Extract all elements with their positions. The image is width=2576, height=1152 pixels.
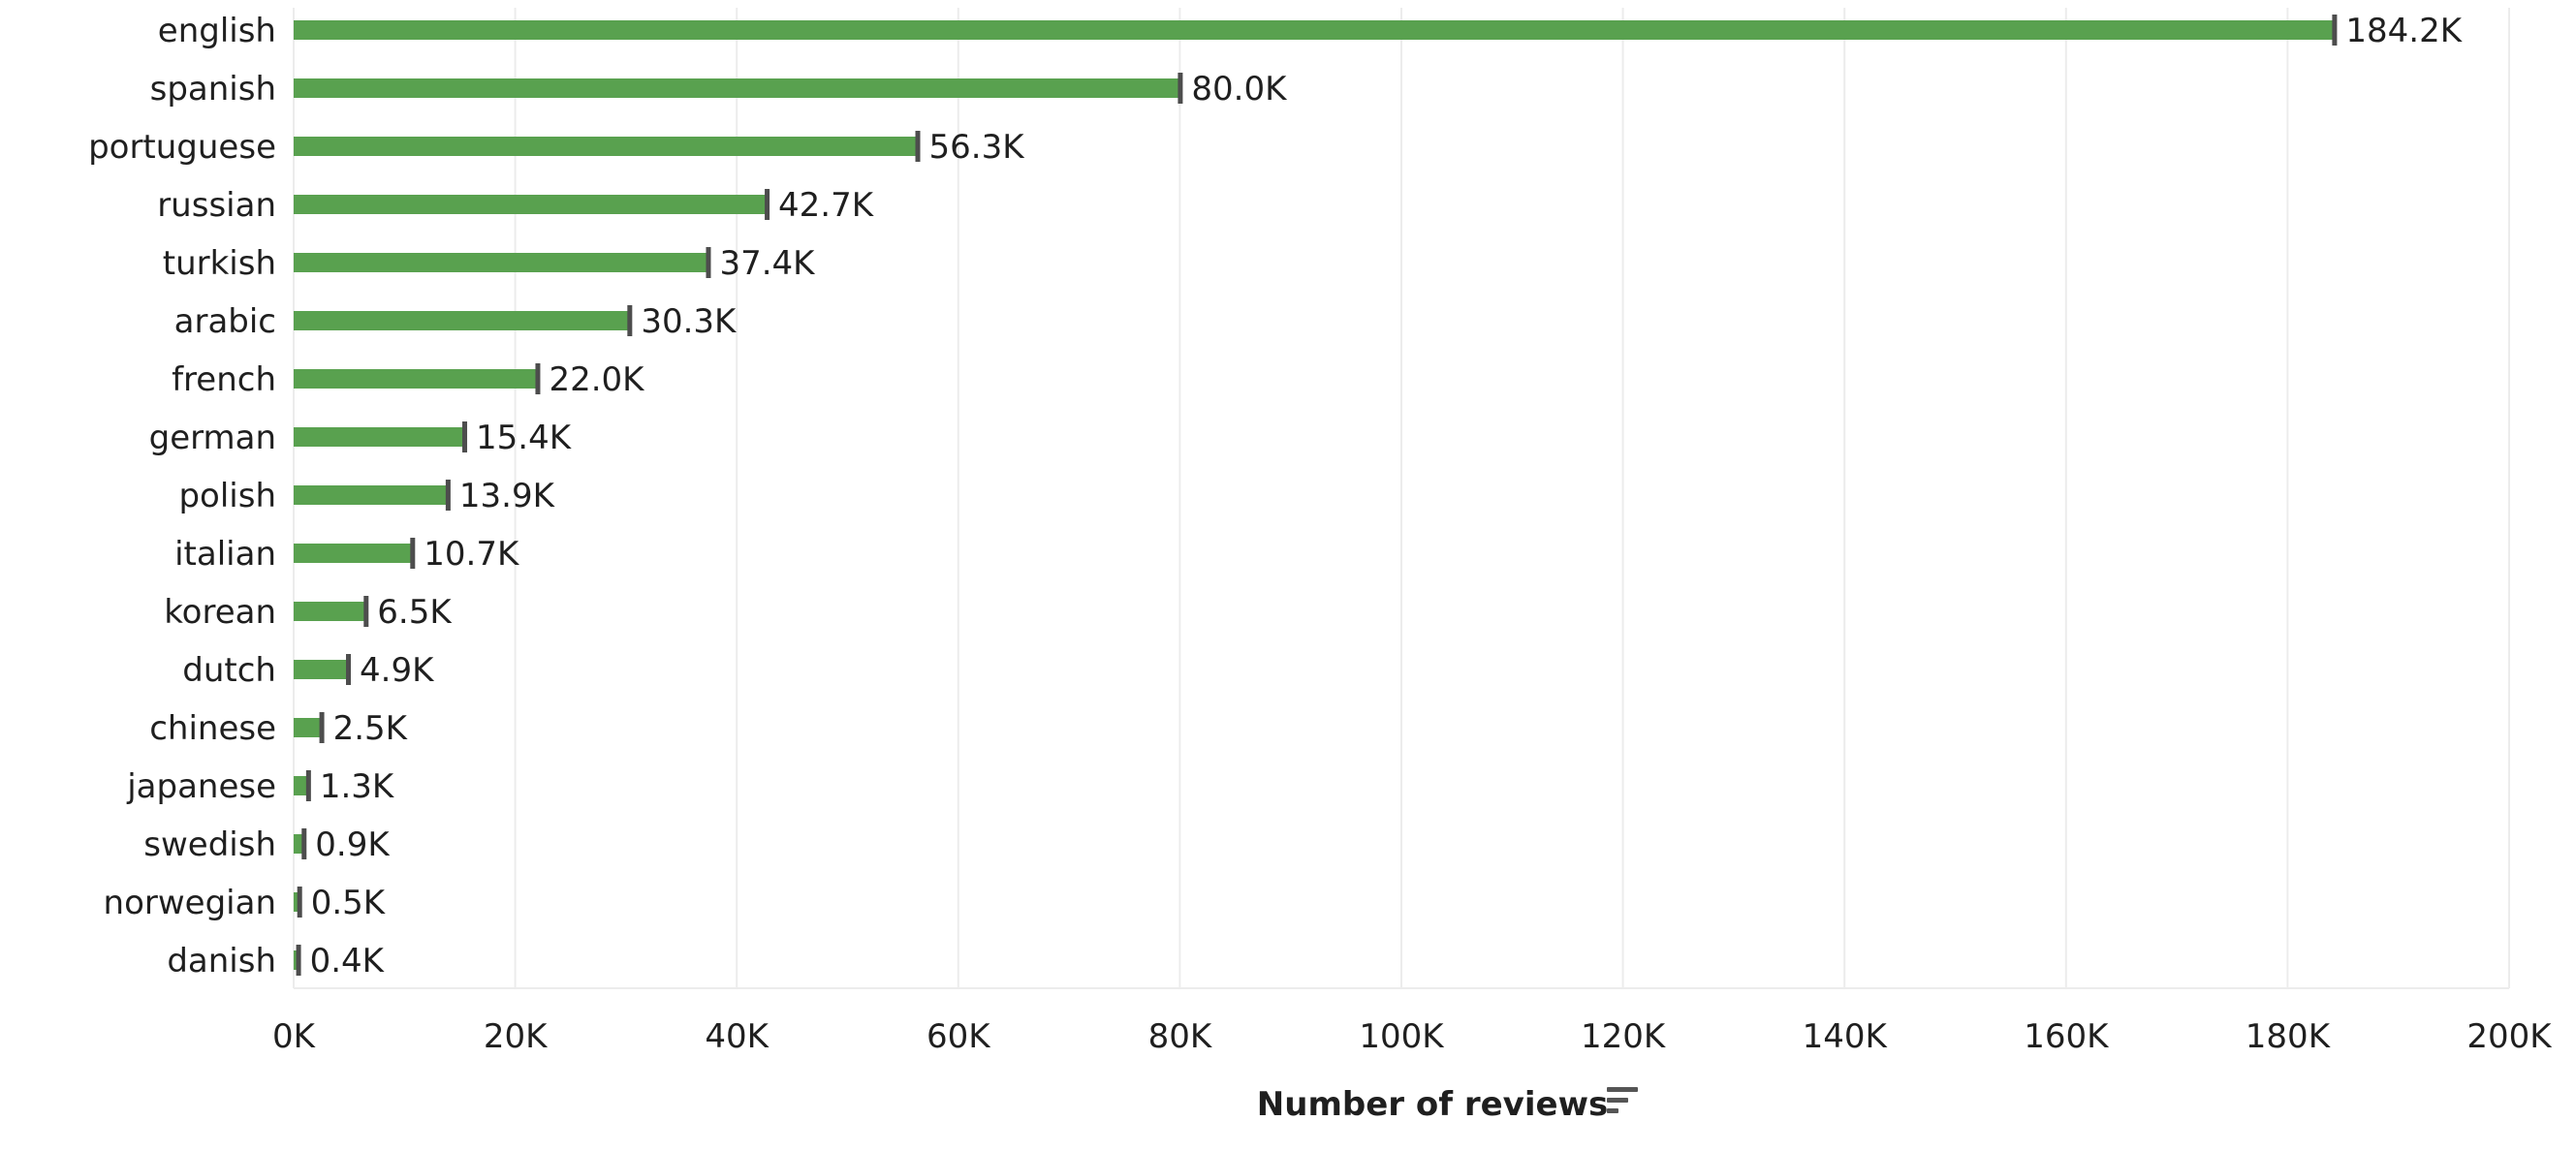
bar-end-marker: [297, 887, 302, 918]
data-label-arabic: 30.3K: [641, 302, 738, 341]
data-label-english: 184.2K: [2345, 12, 2463, 50]
bar-end-marker: [1178, 73, 1183, 104]
sort-icon-line-1: [1607, 1087, 1638, 1092]
data-label-french: 22.0K: [549, 360, 645, 399]
category-label-spanish: spanish: [150, 70, 276, 109]
bar-end-marker: [765, 189, 770, 220]
data-label-portuguese: 56.3K: [929, 128, 1026, 167]
data-label-russian: 42.7K: [778, 186, 875, 225]
data-label-norwegian: 0.5K: [311, 884, 387, 922]
data-label-korean: 6.5K: [377, 593, 453, 632]
bar-russian[interactable]: [294, 195, 768, 214]
data-label-polish: 13.9K: [459, 477, 556, 515]
bar-japanese[interactable]: [294, 776, 308, 795]
bar-end-marker: [2332, 15, 2338, 46]
bar-end-marker: [535, 363, 541, 394]
bar-end-marker: [305, 770, 311, 801]
category-label-polish: polish: [178, 477, 276, 515]
bar-end-marker: [319, 712, 325, 743]
category-label-italian: italian: [174, 535, 276, 574]
bar-turkish[interactable]: [294, 253, 708, 272]
grid-layer: [293, 8, 2510, 989]
data-label-japanese: 1.3K: [320, 767, 395, 806]
x-tick-label: 20K: [484, 1017, 549, 1056]
category-label-norwegian: norwegian: [104, 884, 276, 922]
category-label-french: french: [172, 360, 276, 399]
category-label-korean: korean: [164, 593, 276, 632]
bar-english[interactable]: [294, 20, 2335, 40]
data-label-danish: 0.4K: [310, 942, 386, 981]
bar-spanish[interactable]: [294, 78, 1180, 98]
data-label-dutch: 4.9K: [360, 651, 435, 690]
bar-french[interactable]: [294, 369, 538, 389]
bar-polish[interactable]: [294, 485, 448, 505]
bar-end-marker: [363, 596, 369, 627]
bar-end-marker: [445, 480, 451, 511]
bar-chinese[interactable]: [294, 718, 322, 737]
bar-end-marker: [706, 247, 711, 278]
category-label-chinese: chinese: [149, 709, 276, 748]
x-tick-label: 140K: [1803, 1017, 1889, 1056]
bar-end-marker: [346, 654, 352, 685]
data-label-swedish: 0.9K: [315, 825, 391, 864]
x-tick-label: 40K: [705, 1017, 770, 1056]
bar-portuguese[interactable]: [294, 137, 918, 156]
x-axis-ticks: 0K 20K 40K 60K 80K 100K 120K 140K 160K 180K 200K: [272, 1017, 2553, 1056]
data-label-german: 15.4K: [476, 419, 573, 457]
bar-end-marker: [915, 131, 921, 162]
label-layer: english 184.2K spanish 80.0K portuguese 56.3K…: [88, 12, 2464, 981]
data-label-turkish: 37.4K: [719, 244, 816, 283]
sort-descending-icon[interactable]: [1607, 1087, 1638, 1113]
bar-end-marker: [301, 828, 307, 859]
x-tick-label: 180K: [2246, 1017, 2332, 1056]
data-label-italian: 10.7K: [424, 535, 520, 574]
category-label-english: english: [158, 12, 276, 50]
x-tick-label: 100K: [1359, 1017, 1445, 1056]
bar-german[interactable]: [294, 427, 465, 447]
sort-icon-line-2: [1607, 1098, 1628, 1103]
x-tick-label: 160K: [2024, 1017, 2110, 1056]
bar-end-marker: [296, 945, 301, 976]
x-tick-label: 120K: [1581, 1017, 1667, 1056]
bar-danish[interactable]: [294, 950, 298, 970]
bar-swedish[interactable]: [294, 834, 304, 854]
bar-end-marker: [462, 421, 468, 452]
category-label-danish: danish: [167, 942, 276, 981]
bar-arabic[interactable]: [294, 311, 630, 330]
bar-layer: [294, 15, 2338, 976]
x-tick-label: 0K: [272, 1017, 317, 1056]
category-label-turkish: turkish: [163, 244, 276, 283]
data-label-chinese: 2.5K: [333, 709, 409, 748]
x-tick-label: 60K: [927, 1017, 991, 1056]
category-label-swedish: swedish: [143, 825, 276, 864]
bar-end-marker: [627, 305, 633, 336]
x-tick-label: 200K: [2466, 1017, 2553, 1056]
category-label-portuguese: portuguese: [88, 128, 276, 167]
data-label-spanish: 80.0K: [1191, 70, 1288, 109]
sort-icon-line-3: [1607, 1108, 1618, 1113]
bar-norwegian[interactable]: [294, 892, 299, 912]
bar-dutch[interactable]: [294, 660, 349, 679]
category-label-japanese: japanese: [126, 767, 276, 806]
bar-end-marker: [410, 538, 416, 569]
category-label-german: german: [149, 419, 276, 457]
bar-italian[interactable]: [294, 544, 413, 563]
x-axis-title[interactable]: Number of reviews: [1257, 1085, 1608, 1124]
category-label-russian: russian: [157, 186, 276, 225]
x-tick-label: 80K: [1148, 1017, 1213, 1056]
category-label-arabic: arabic: [174, 302, 276, 341]
category-label-dutch: dutch: [182, 651, 276, 690]
bar-korean[interactable]: [294, 602, 366, 621]
